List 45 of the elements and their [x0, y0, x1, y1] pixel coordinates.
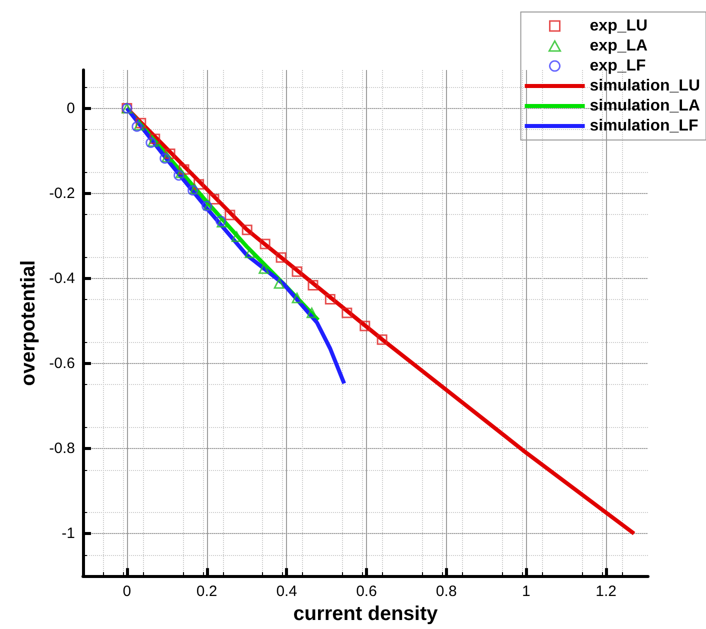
- point: [274, 278, 284, 289]
- legend-label: exp_LA: [590, 38, 648, 54]
- point: [242, 224, 252, 236]
- point: [176, 168, 186, 178]
- point: [308, 280, 318, 290]
- legend-label: simulation_LA: [590, 98, 700, 114]
- legend-label: simulation_LU: [590, 78, 700, 94]
- legend-label: exp_LU: [590, 18, 648, 34]
- point: [244, 248, 256, 258]
- y-axis-title: overpotential: [17, 260, 40, 386]
- point: [174, 170, 184, 181]
- x-tick-label: 0.8: [436, 583, 457, 600]
- y-tick-label: 0: [66, 100, 75, 117]
- legend-label: exp_LF: [590, 58, 646, 74]
- point: [342, 308, 352, 318]
- y-tick-label: -0.8: [49, 440, 75, 458]
- point: [258, 263, 270, 274]
- point: [292, 266, 302, 277]
- y-tick-label: -0.2: [49, 184, 75, 202]
- x-axis-title: current density: [293, 603, 439, 625]
- point: [260, 238, 270, 250]
- x-tick-label: 0: [122, 583, 132, 600]
- y-tick-label: -1: [62, 525, 75, 542]
- x-tick-label: 0.4: [276, 583, 298, 600]
- y-tick-label: -0.4: [49, 270, 75, 287]
- point: [292, 292, 302, 304]
- point: [360, 320, 370, 332]
- point: [324, 294, 336, 304]
- x-tick-label: 1.2: [596, 583, 617, 600]
- legend-label: simulation_LF: [590, 118, 698, 134]
- point: [208, 194, 220, 205]
- x-tick-label: 0.2: [196, 583, 218, 600]
- point: [164, 148, 176, 160]
- y-tick-label: -0.6: [49, 354, 75, 372]
- point: [376, 334, 388, 345]
- x-tick-label: 1: [522, 583, 530, 600]
- point: [136, 118, 146, 128]
- point: [306, 308, 318, 318]
- point: [150, 134, 160, 144]
- point: [178, 164, 190, 175]
- point: [194, 179, 204, 190]
- point: [231, 231, 242, 242]
- point: [276, 252, 286, 263]
- point: [224, 210, 236, 220]
- x-tick-label: 0.6: [356, 583, 377, 600]
